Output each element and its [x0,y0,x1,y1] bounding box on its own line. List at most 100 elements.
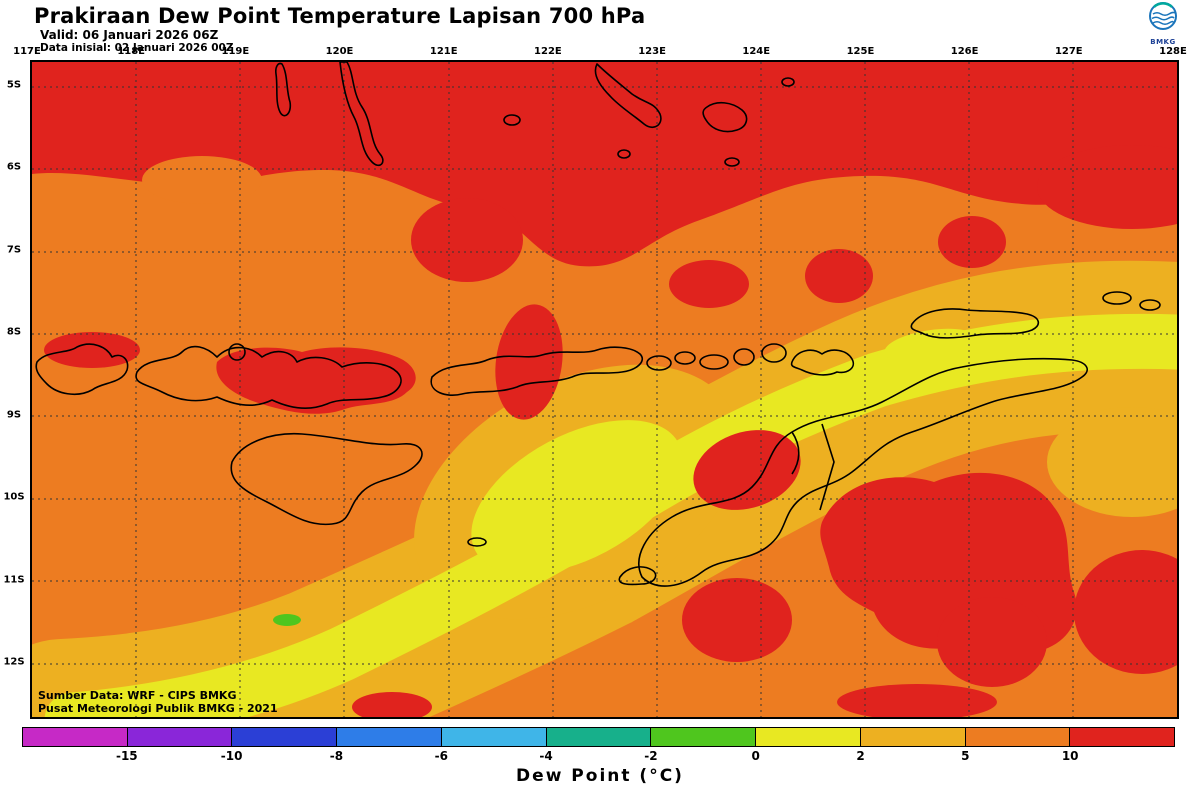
colorbar-segment [650,727,757,747]
island-outline [1102,291,1132,305]
colorbar-segment [755,727,861,747]
lat-label: 10S [3,491,25,503]
red-blob [411,198,523,282]
colorbar-ticks: -15 -10 -8 -6 -4 -2 0 2 5 10 [0,749,1200,765]
red-blob [1037,145,1177,229]
colorbar-segment [22,727,128,747]
lon-label: 118E [117,46,146,57]
grid [32,62,1177,717]
orange-bay [142,156,262,204]
lat-label: 12S [3,656,25,668]
cb-tick: 0 [751,749,760,763]
weather-map [32,62,1177,717]
island-outline [230,432,423,526]
green-spot [273,614,301,626]
red-blob [216,347,416,414]
red-top-band [32,62,1177,267]
island-outline [467,537,487,547]
red-blob [837,684,997,717]
map-title: Prakiraan Dew Point Temperature Lapisan … [34,4,646,28]
lat-labels: 5S 6S 7S 8S 9S 10S 11S 12S [2,0,28,800]
island-outline [638,357,1088,587]
colorbar-segment [440,727,547,747]
yellow-regions [44,313,1177,717]
island-outline [724,157,740,167]
island-outline [135,345,402,409]
cb-tick: -4 [539,749,553,763]
lat-label: 6S [6,161,22,173]
island-outline [702,101,748,133]
island-outline [430,346,644,396]
cb-tick: -6 [434,749,448,763]
island-outline [790,349,855,376]
island-outline [1139,299,1161,311]
colorbar [22,727,1176,747]
amber-patch [1047,407,1177,517]
lon-label: 122E [534,46,562,57]
source-data-text: Sumber Data: WRF - CIPS BMKG [38,689,237,702]
island-outline [910,308,1040,339]
cb-tick: -2 [644,749,658,763]
island-outline [674,351,696,365]
island-outline [35,343,129,396]
colorbar-segment [336,727,442,747]
island-outline [594,63,662,129]
red-blob [495,304,563,420]
cb-tick: -15 [115,749,138,763]
lat-label: 7S [6,244,22,256]
lon-label: 117E [13,46,41,57]
colorbar-title: Dew Point (°C) [516,766,684,786]
yellow-patch [471,420,683,574]
colorbar-segment [1069,727,1176,747]
island-outline [275,62,292,117]
page-title: Prakiraan Dew Point Temperature Lapisan … [34,4,645,28]
colorbar-segment [126,727,233,747]
lat-label: 5S [6,79,22,91]
red-blob [44,332,140,368]
cb-tick: -8 [329,749,344,763]
island-outline [618,566,657,586]
bmkg-logo-icon [1149,2,1177,30]
cb-tick: 10 [1061,749,1079,763]
island-outline [617,149,631,159]
cb-tick: 5 [961,749,970,763]
lon-label: 125E [846,46,875,57]
publisher-text: Pusat Meteorologi Publik BMKG - 2021 [38,702,278,715]
lon-label: 127E [1054,46,1083,57]
island-outline [228,343,246,361]
colorbar-segment [964,727,1071,747]
lat-label: 11S [3,574,25,586]
colorbar-segment [859,727,966,747]
valid-time-text: Valid: 06 Januari 2026 06Z [40,28,219,42]
colorbar-segment [545,727,652,747]
lon-label: 120E [325,46,354,57]
bmkg-logo-label: BMKG [1150,38,1176,46]
red-blob [682,578,792,662]
island-outline [646,355,672,371]
island-border-line [791,423,835,511]
bmkg-logo: BMKG [1140,2,1186,46]
red-blob [669,260,749,308]
island-outline [781,77,795,87]
island-outline [761,343,787,363]
map-frame [30,60,1179,719]
lon-labels: 117E 118E 119E 120E 121E 122E 123E 124E 125E 126E… [0,46,1200,59]
red-blob [1074,550,1177,674]
island-outline [733,348,755,366]
init-time-text: Data inisial: 02 Januari 2026 00Z [40,42,234,54]
red-blob [352,692,432,717]
cb-tick: -10 [220,749,243,763]
lon-label: 121E [429,46,458,57]
lat-label: 9S [6,409,22,421]
island-outline [503,114,521,126]
red-blob [938,216,1006,268]
lat-label: 8S [6,326,22,338]
colorbar-segment [231,727,338,747]
lon-label: 119E [221,46,250,57]
island-outline [699,354,729,370]
lon-label: 123E [638,46,666,57]
red-blob [937,597,1047,687]
lon-label: 126E [950,46,979,57]
island-outline [339,62,384,167]
